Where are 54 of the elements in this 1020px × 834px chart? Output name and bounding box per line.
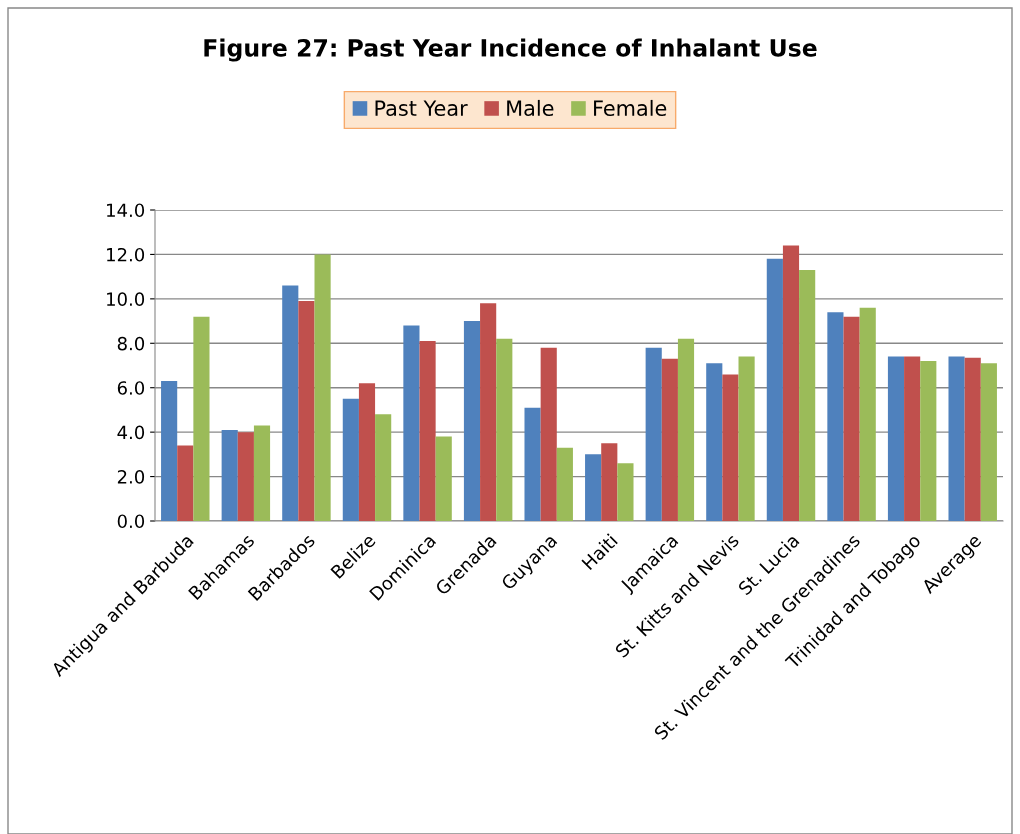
y-tick-label: 10.0 [107,292,145,306]
bar [480,303,497,521]
bar [738,356,755,521]
legend-label: Past Year [375,100,468,117]
bar [314,254,331,521]
bar [375,414,392,521]
bar [661,358,678,521]
bar [435,436,452,521]
bar [221,429,238,521]
bar [799,269,816,521]
bar [722,374,739,521]
bar [904,356,921,521]
bar [403,325,420,521]
legend-label: Female [594,99,667,117]
bar [980,363,997,521]
bar [358,383,376,521]
chart-title: Figure 27: Past Year Incidence of Inhalant Use [204,38,817,62]
bar [540,347,557,521]
bar [601,443,618,521]
bar [843,316,860,521]
bar [782,245,800,521]
bar [253,425,271,521]
bar [766,258,783,521]
y-tick-label: 12.0 [107,247,145,262]
bar [496,338,513,521]
y-tick-label: 8.0 [117,336,145,351]
y-tick-label: 0.0 [117,514,145,529]
bar [524,407,541,521]
bar [645,347,662,521]
bar [677,338,695,521]
bar [161,381,178,521]
bar [298,301,315,521]
bar [887,356,905,521]
bar [827,312,844,521]
bar [419,341,436,521]
y-tick-label: 4.0 [117,425,145,440]
bar [282,285,299,521]
bar [617,463,634,521]
bar [920,361,937,521]
legend-label: Male [507,99,554,117]
y-tick-label: 14.0 [107,203,145,218]
bar [193,316,210,521]
bar [237,432,254,521]
bar [556,447,573,521]
bar [948,356,965,521]
bar [585,454,602,521]
bar [964,357,981,521]
y-tick-label: 6.0 [117,381,145,395]
bar [463,321,481,521]
bar [342,398,359,521]
y-tick-label: 2.0 [117,470,145,484]
bar [706,363,723,521]
bar [859,307,876,521]
bar [177,445,194,521]
